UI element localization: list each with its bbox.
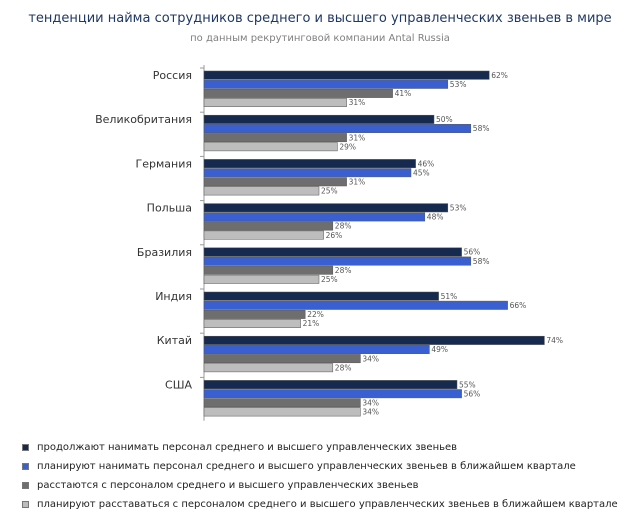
value-label-0-3: 31% bbox=[349, 98, 366, 107]
bar-5-3 bbox=[203, 319, 301, 328]
category-label-7: США bbox=[165, 378, 192, 391]
bar-6-2 bbox=[203, 354, 361, 364]
category-label-4: Бразилия bbox=[137, 246, 192, 259]
bar-3-3 bbox=[203, 230, 324, 240]
value-label-4-2: 28% bbox=[335, 266, 352, 275]
value-label-3-1: 48% bbox=[427, 213, 444, 222]
chart-subtitle: по данным рекрутинговой компании Antal R… bbox=[190, 33, 450, 44]
bar-3-0 bbox=[203, 203, 449, 213]
legend-label: планируют нанимать персонал среднего и в… bbox=[37, 461, 576, 472]
bar-2-0 bbox=[203, 159, 416, 169]
bar-2-1 bbox=[203, 168, 412, 178]
bar-0-1 bbox=[203, 79, 449, 89]
bar-7-1 bbox=[203, 389, 462, 399]
bar-5-0 bbox=[203, 291, 439, 301]
bar-1-1 bbox=[203, 124, 472, 133]
value-label-1-1: 58% bbox=[473, 124, 490, 133]
value-label-0-0: 62% bbox=[491, 71, 508, 80]
value-label-7-1: 56% bbox=[464, 389, 481, 398]
category-label-3: Польша bbox=[147, 202, 192, 215]
legend: продолжают нанимать персонал среднего и … bbox=[22, 438, 618, 514]
bar-5-2 bbox=[203, 309, 306, 319]
legend-item: планируют расставаться с персоналом сред… bbox=[22, 495, 618, 514]
value-label-2-3: 25% bbox=[321, 187, 338, 196]
bar-4-3 bbox=[203, 274, 320, 284]
bar-4-0 bbox=[203, 247, 462, 257]
bar-2-2 bbox=[203, 177, 347, 187]
chart-title: тенденции найма сотрудников среднего и в… bbox=[28, 11, 612, 26]
bar-7-3 bbox=[203, 407, 361, 417]
value-label-6-1: 49% bbox=[431, 345, 448, 354]
bar-6-0 bbox=[203, 335, 545, 345]
value-label-7-3: 34% bbox=[362, 408, 379, 417]
category-label-5: Индия bbox=[155, 290, 192, 303]
value-label-3-2: 28% bbox=[335, 222, 352, 231]
value-label-6-3: 28% bbox=[335, 363, 352, 372]
value-label-2-2: 31% bbox=[349, 178, 366, 187]
bar-1-2 bbox=[203, 133, 347, 143]
value-label-6-0: 74% bbox=[546, 336, 563, 345]
legend-item: продолжают нанимать персонал среднего и … bbox=[22, 438, 618, 457]
bar-3-2 bbox=[203, 221, 334, 231]
value-label-0-2: 41% bbox=[395, 89, 412, 98]
bar-6-1 bbox=[203, 345, 430, 354]
legend-item: расстаются с персоналом среднего и высше… bbox=[22, 476, 618, 495]
legend-swatch bbox=[22, 444, 29, 451]
bar-5-1 bbox=[203, 300, 508, 310]
value-label-4-3: 25% bbox=[321, 275, 338, 284]
value-label-4-0: 56% bbox=[464, 248, 481, 257]
value-label-1-0: 50% bbox=[436, 115, 453, 124]
value-label-3-0: 53% bbox=[450, 204, 467, 213]
bar-4-2 bbox=[203, 265, 334, 275]
bar-2-3 bbox=[203, 186, 320, 196]
value-label-7-0: 55% bbox=[459, 380, 476, 389]
bar-7-2 bbox=[203, 398, 361, 408]
value-label-7-2: 34% bbox=[362, 399, 379, 408]
value-label-0-1: 53% bbox=[450, 80, 467, 89]
value-label-5-0: 51% bbox=[441, 292, 458, 301]
legend-swatch bbox=[22, 501, 29, 508]
bar-0-3 bbox=[203, 98, 347, 107]
value-label-5-1: 66% bbox=[510, 301, 527, 310]
bar-1-0 bbox=[203, 114, 435, 124]
bar-1-3 bbox=[203, 142, 338, 152]
value-label-2-1: 45% bbox=[413, 168, 430, 177]
value-label-6-2: 34% bbox=[362, 354, 379, 363]
category-label-1: Великобритания bbox=[95, 113, 192, 126]
bar-6-3 bbox=[203, 363, 334, 373]
legend-swatch bbox=[22, 482, 29, 489]
category-label-2: Германия bbox=[136, 157, 192, 170]
bar-chart: Россия 62% 53% 41% 31% Великобритания 50% 58% 31… bbox=[95, 65, 563, 421]
value-label-5-2: 22% bbox=[307, 310, 324, 319]
bar-0-2 bbox=[203, 88, 393, 98]
value-label-4-1: 58% bbox=[473, 257, 490, 266]
value-label-5-3: 21% bbox=[303, 319, 320, 328]
value-label-1-3: 29% bbox=[339, 142, 356, 151]
bar-7-0 bbox=[203, 380, 458, 390]
bar-3-1 bbox=[203, 212, 426, 222]
category-label-6: Китай bbox=[157, 334, 192, 347]
value-label-2-0: 46% bbox=[418, 159, 435, 168]
category-label-0: Россия bbox=[153, 69, 192, 82]
legend-label: расстаются с персоналом среднего и высше… bbox=[37, 480, 419, 491]
value-label-3-3: 26% bbox=[326, 231, 343, 240]
legend-swatch bbox=[22, 463, 29, 470]
bar-0-0 bbox=[203, 70, 490, 80]
legend-item: планируют нанимать персонал среднего и в… bbox=[22, 457, 618, 476]
legend-label: продолжают нанимать персонал среднего и … bbox=[37, 442, 458, 453]
bar-4-1 bbox=[203, 256, 472, 266]
value-label-1-2: 31% bbox=[349, 133, 366, 142]
legend-label: планируют расставаться с персоналом сред… bbox=[37, 499, 618, 510]
